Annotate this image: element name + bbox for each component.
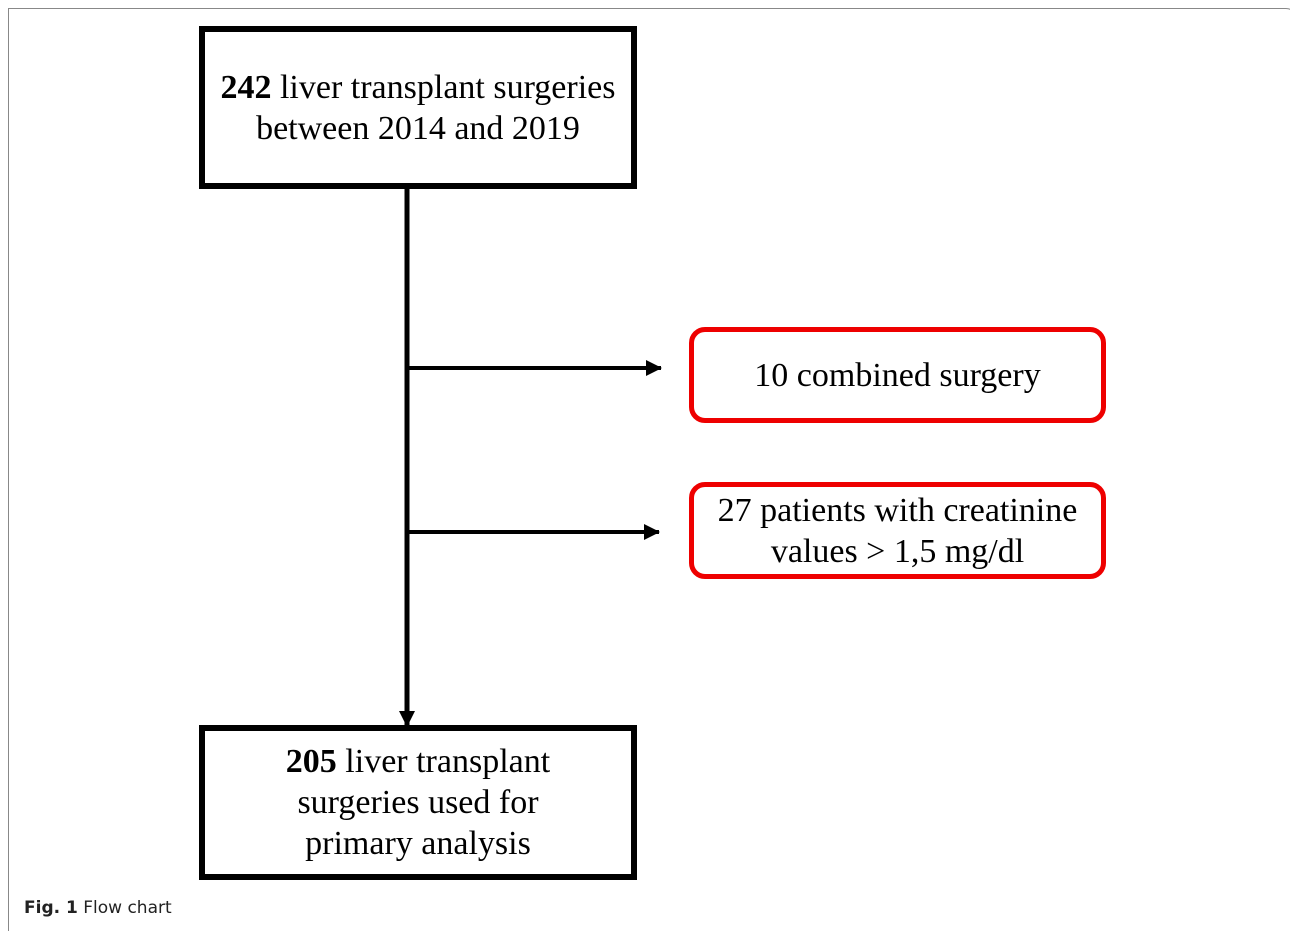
end-box: 205 liver transplant surgeries used for …	[199, 725, 637, 880]
label: 27 patients with creatinine values > 1,5…	[717, 491, 1078, 570]
count: 205	[285, 743, 337, 780]
label: liver transplant surgeries between 2014 …	[256, 68, 616, 147]
label: liver transplant surgeries used for prim…	[297, 743, 551, 862]
start-box: 242 liver transplant surgeries between 2…	[199, 26, 637, 189]
count: 242	[220, 68, 272, 106]
end-text: 205 liver transplant surgeries used for …	[265, 741, 571, 864]
label: 10 combined surgery	[754, 356, 1041, 394]
caption: Fig. 1 Flow chart	[24, 898, 172, 918]
exclusion-box: 27 patients with creatinine values > 1,5…	[689, 482, 1106, 579]
caption-label: Fig. 1	[24, 898, 78, 918]
exclusion-box: 10 combined surgery	[689, 327, 1106, 423]
start-text: 242 liver transplant surgeries between 2…	[219, 67, 617, 149]
caption-text: Flow chart	[83, 898, 172, 918]
figure-frame	[8, 8, 1290, 931]
